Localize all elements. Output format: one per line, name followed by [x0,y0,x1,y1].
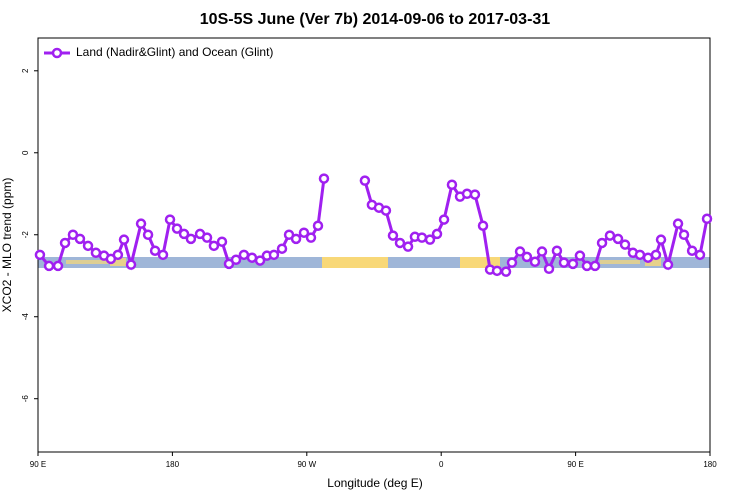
data-point [701,213,713,225]
data-point [157,249,169,261]
legend-label: Land (Nadir&Glint) and Ocean (Glint) [76,45,273,59]
data-point [142,229,154,241]
data-point [387,230,399,241]
x-tick-label: 90 E [567,460,583,469]
data-point [438,214,450,225]
data-point [402,241,414,252]
data-point [416,232,428,243]
data-point [135,218,147,229]
y-tick-label: 2 [21,68,30,73]
data-point [305,232,317,243]
data-point [52,260,64,272]
data-point [589,260,601,272]
data-point [491,265,503,277]
data-point [298,227,310,238]
data-point [149,245,161,256]
data-point [543,263,555,275]
data-point [185,233,197,245]
data-point [380,205,392,216]
data-point [567,258,579,270]
data-point [574,250,586,261]
data-point [290,233,302,245]
data-point [178,228,190,240]
data-point [694,249,706,261]
data-point [74,233,86,245]
data-point [238,249,250,261]
y-tick-label: -6 [21,395,30,403]
data-point [431,228,443,240]
data-point [477,220,489,231]
data-point [678,229,690,241]
data-point [394,237,406,249]
data-point [318,173,330,184]
x-axis-label: Longitude (deg E) [327,476,422,490]
x-tick-label: 180 [703,460,717,469]
data-point [655,234,667,245]
data-point [446,179,458,190]
data-point [536,246,548,257]
data-point [662,259,674,270]
data-point [612,233,624,245]
data-point [506,257,518,268]
y-tick-label: -2 [21,231,30,239]
data-point [246,252,258,263]
data-point [171,223,183,234]
data-point [619,239,631,250]
data-point [596,237,608,249]
data-point [500,266,512,277]
data-point [514,246,526,257]
plot-frame [37,37,711,453]
data-point [359,175,371,186]
data-point [424,234,436,245]
x-tick-label: 90 E [30,460,46,469]
y-tick-label: -4 [21,313,30,321]
y-tick-label: 0 [21,150,30,155]
x-tick-label: 0 [439,460,444,469]
legend-marker [51,47,63,59]
data-point [469,189,481,200]
land-ocean-strip [38,257,710,268]
data-point [118,234,130,245]
x-tick-label: 90 W [297,460,316,469]
data-point [216,236,228,247]
data-point [230,254,242,266]
data-point [254,255,266,266]
data-point [672,218,684,229]
data-point [90,247,102,259]
data-point [686,245,698,256]
data-point [125,259,137,270]
data-point [112,249,124,261]
data-point [164,214,176,225]
data-point [604,230,616,241]
data-point [276,243,288,254]
data-point [521,251,533,263]
data-point [268,249,280,261]
data-point [551,245,563,256]
data-point [43,260,55,272]
data-point [312,220,324,231]
data-point [650,249,662,261]
data-point [558,257,570,268]
chart-title: 10S-5S June (Ver 7b) 2014-09-06 to 2017-… [200,11,551,28]
data-point [581,260,593,272]
data-point [529,256,541,268]
data-point [59,237,71,249]
data-point [634,249,646,261]
y-axis-label: XCO2 - MLO trend (ppm) [0,178,14,313]
data-point [201,232,213,243]
data-point [82,240,94,252]
data-point [208,240,220,252]
x-tick-label: 180 [166,460,180,469]
data-point [34,249,46,261]
